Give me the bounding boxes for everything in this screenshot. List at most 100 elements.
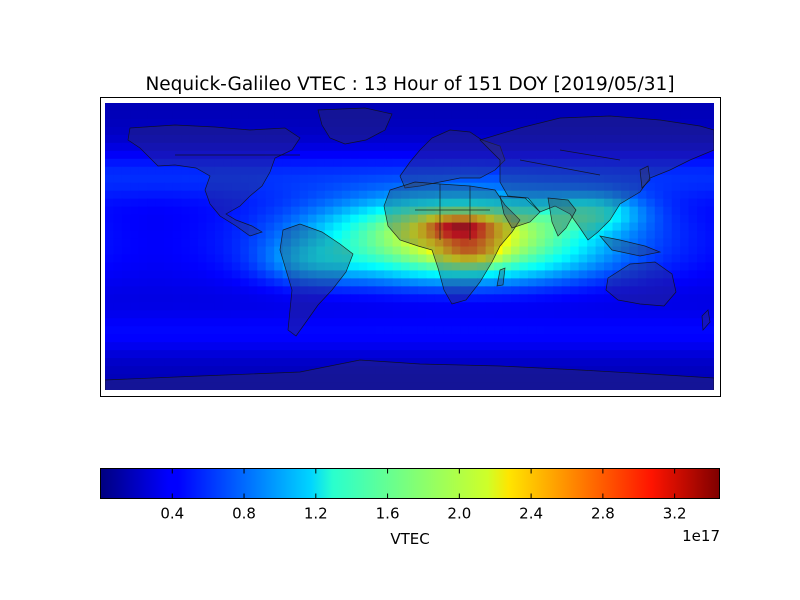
heatmap-cell [341,286,351,295]
heatmap-cell [189,110,199,120]
heatmap-cell [434,382,444,390]
heatmap-cell [477,198,487,208]
heatmap-cell [671,310,681,319]
heatmap-cell [172,103,182,112]
heatmap-cell [468,278,478,287]
heatmap-cell [189,198,199,208]
heatmap-cell [544,142,554,152]
heatmap-cell [358,103,368,112]
heatmap-cell [189,134,199,144]
heatmap-cell [257,238,267,248]
heatmap-cell [265,326,275,335]
heatmap-cell [240,246,250,256]
heatmap-cell [519,318,529,327]
heatmap-cell [544,134,554,144]
heatmap-cell [257,342,267,351]
heatmap-cell [105,246,115,256]
heatmap-cell [587,222,597,232]
heatmap-cell [401,294,411,303]
heatmap-cell [417,166,428,176]
heatmap-cell [434,310,444,319]
heatmap-cell [274,366,284,375]
heatmap-cell [155,110,165,120]
heatmap-cell [494,342,504,351]
heatmap-cell [620,270,631,279]
heatmap-cell [113,366,123,375]
heatmap-cell [401,214,411,224]
heatmap-cell [553,190,563,200]
heatmap-cell [663,358,673,367]
heatmap-cell [333,206,343,216]
heatmap-cell [494,350,504,359]
heatmap-cell [485,254,495,264]
heatmap-cell [350,118,360,128]
heatmap-cell [680,278,690,287]
heatmap-cell [637,246,647,256]
heatmap-cell [527,246,537,256]
heatmap-cell [401,174,411,184]
heatmap-cell [333,158,343,168]
heatmap-cell [663,198,673,208]
heatmap-cell [333,270,343,279]
heatmap-cell [680,166,690,176]
heatmap-cell [705,182,714,192]
heatmap-cell [688,334,698,343]
heatmap-cell [637,286,647,295]
heatmap-cell [121,382,131,390]
heatmap-cell [198,246,208,256]
heatmap-cell [138,278,148,287]
heatmap-cell [350,302,360,311]
heatmap-cell [578,294,588,303]
heatmap-cell [578,126,588,136]
heatmap-cell [265,302,275,311]
heatmap-cell [502,134,512,144]
heatmap-cell [468,166,478,176]
heatmap-cell [654,166,664,176]
heatmap-cell [341,326,351,335]
heatmap-cell [553,366,563,375]
heatmap-cell [663,103,673,112]
heatmap-cell [265,278,275,287]
heatmap-cell [561,350,571,359]
heatmap-cell [206,358,216,367]
heatmap-cell [578,158,588,168]
heatmap-cell [189,182,199,192]
heatmap-cell [367,150,377,160]
heatmap-cell [105,366,115,375]
heatmap-cell [637,318,647,327]
heatmap-cell [544,206,554,216]
heatmap-cell [561,238,571,248]
heatmap-cell [248,358,258,367]
heatmap-cell [680,110,690,120]
heatmap-cell [291,302,301,311]
heatmap-cell [451,366,461,375]
heatmap-cell [155,246,165,256]
heatmap-cell [409,103,419,112]
heatmap-cell [401,198,411,208]
heatmap-cell [434,358,444,367]
heatmap-cell [257,174,267,184]
heatmap-cell [130,158,140,168]
heatmap-cell [688,278,698,287]
heatmap-cell [274,254,284,264]
heatmap-cell [130,142,140,152]
heatmap-cell [105,334,115,343]
heatmap-cell [705,230,714,240]
heatmap-cell [367,374,377,383]
heatmap-cell [620,318,631,327]
heatmap-cell [553,342,563,351]
heatmap-cell [477,126,487,136]
heatmap-cell [231,198,241,208]
heatmap-cell [155,286,165,295]
heatmap-cell [130,262,140,272]
heatmap-cell [164,230,174,240]
heatmap-cell [637,342,647,351]
heatmap-cell [299,342,309,351]
heatmap-cell [705,214,714,224]
heatmap-cell [198,166,208,176]
heatmap-cell [324,118,334,128]
heatmap-cell [561,302,571,311]
heatmap-cell [697,270,707,279]
heatmap-cell [519,126,529,136]
heatmap-cell [257,334,267,343]
